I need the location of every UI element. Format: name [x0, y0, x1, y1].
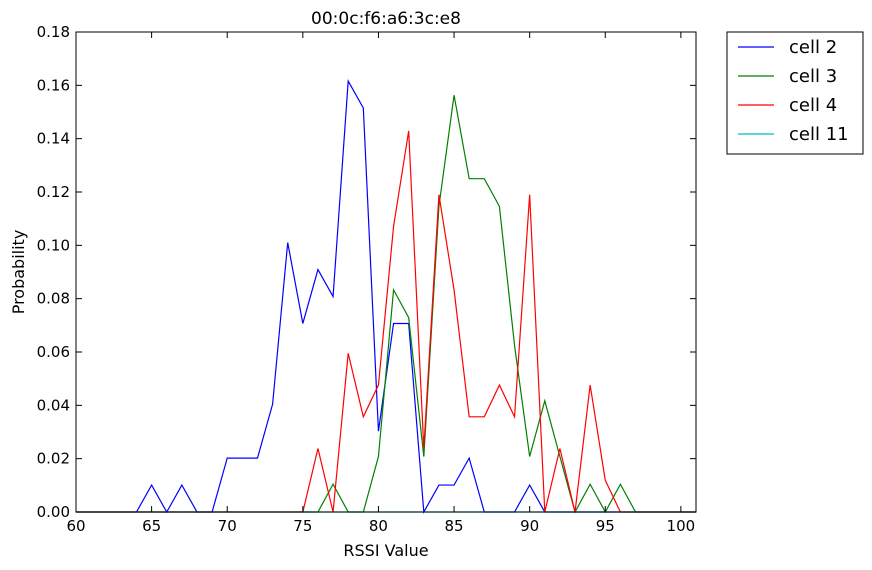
x-tick-label: 80 — [369, 517, 388, 535]
y-tick-label: 0.00 — [37, 503, 70, 521]
x-tick-label: 65 — [142, 517, 161, 535]
legend: cell 2 cell 3 cell 4 cell 11 — [726, 31, 864, 155]
x-tick-label: 75 — [293, 517, 312, 535]
x-axis-title: RSSI Value — [343, 541, 428, 560]
y-tick-label: 0.08 — [37, 290, 70, 308]
x-tick-label: 90 — [520, 517, 539, 535]
y-axis-title: Probability — [9, 230, 28, 315]
y-tick-label: 0.16 — [37, 76, 70, 94]
x-tick-label: 85 — [445, 517, 464, 535]
x-tick-label: 95 — [596, 517, 615, 535]
y-tick-label: 0.06 — [37, 343, 70, 361]
legend-label: cell 11 — [789, 124, 849, 145]
y-tick-label: 0.04 — [37, 396, 70, 414]
y-tick-label: 0.18 — [37, 23, 70, 41]
axes-layer — [75, 31, 697, 513]
plot-frame — [75, 31, 697, 513]
chart-title: 00:0c:f6:a6:3c:e8 — [311, 9, 461, 29]
legend-label: cell 4 — [789, 95, 837, 116]
x-tick-label: 100 — [667, 517, 696, 535]
y-tick-label: 0.12 — [37, 183, 70, 201]
x-tick-label: 60 — [66, 517, 85, 535]
x-tick-label: 70 — [218, 517, 237, 535]
legend-label: cell 2 — [789, 37, 837, 58]
y-tick-label: 0.14 — [37, 130, 70, 148]
series-line-cell-4 — [76, 130, 696, 513]
legend-label: cell 3 — [789, 66, 837, 87]
ticks-layer: 60 65 70 75 80 85 90 95 100 0.00 0.02 0.04 0.06 0.08 0… — [37, 23, 696, 535]
y-tick-label: 0.10 — [37, 236, 70, 254]
y-tick-label: 0.02 — [37, 450, 70, 468]
